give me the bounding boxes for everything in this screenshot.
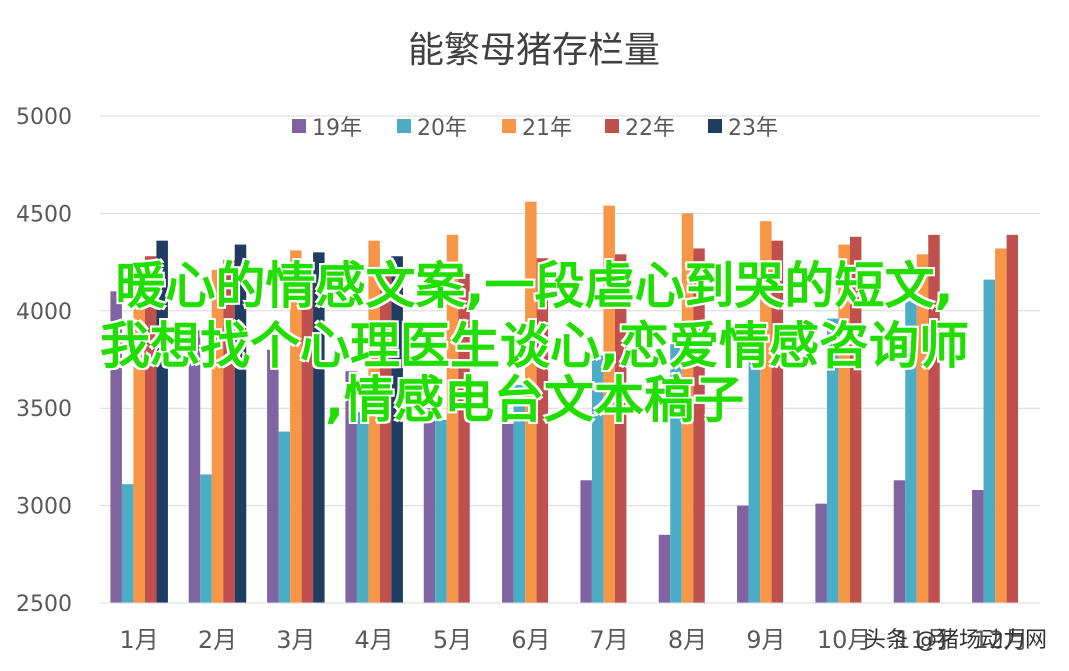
bar-22年-11月 <box>928 234 940 603</box>
y-tick-label: 5000 <box>16 105 72 130</box>
bar-19年-2月 <box>188 330 201 603</box>
bar-19年-4月 <box>345 371 357 603</box>
bar-20年-9月 <box>748 349 761 603</box>
x-tick-label: 12月 <box>974 626 1029 654</box>
bar-19年-7月 <box>580 480 592 603</box>
legend-label: 23年 <box>728 116 778 141</box>
bar-20年-3月 <box>278 431 291 603</box>
bar-22年-12月 <box>1006 234 1019 603</box>
bar-22年-9月 <box>771 240 784 603</box>
bar-22年-1月 <box>144 256 157 603</box>
bar-22年-7月 <box>614 254 627 604</box>
x-tick-label: 9月 <box>746 626 785 654</box>
y-tick-label: 4000 <box>16 300 72 325</box>
legend-swatch <box>397 119 411 133</box>
x-tick-label: 7月 <box>590 626 629 654</box>
legend-swatch <box>708 119 722 133</box>
bar-22年-5月 <box>458 273 470 603</box>
bar-21年-9月 <box>760 221 772 603</box>
bar-20年-6月 <box>513 384 526 603</box>
watermark: 头条 @猪场动力网 <box>864 628 1047 653</box>
legend-swatch <box>605 119 619 133</box>
bar-23年-3月 <box>313 252 325 604</box>
legend-label: 19年 <box>312 116 362 141</box>
bar-20年-7月 <box>591 355 604 603</box>
bar-22年-10月 <box>849 236 862 603</box>
x-tick-label: 4月 <box>355 626 394 654</box>
bar-19年-6月 <box>502 423 514 603</box>
bar-19年-12月 <box>972 490 984 603</box>
bar-20年-2月 <box>200 474 212 603</box>
chart-title: 能繁母猪存栏量 <box>408 30 660 71</box>
bar-19年-3月 <box>267 349 279 603</box>
bar-20年-11月 <box>905 289 917 603</box>
bar-22年-6月 <box>536 258 549 603</box>
bar-22年-4月 <box>379 275 392 603</box>
overlay-text-line-1: 暖心的情感文案,一段虐心到哭的短文, <box>115 257 954 315</box>
x-tick-label: 3月 <box>276 626 315 654</box>
x-tick-label: 5月 <box>433 626 472 654</box>
bar-21年-8月 <box>681 213 694 603</box>
bar-22年-2月 <box>223 260 235 603</box>
bar-19年-9月 <box>737 505 749 603</box>
x-tick-label: 8月 <box>668 626 707 654</box>
bar-21年-5月 <box>446 234 459 603</box>
bar-21年-10月 <box>838 244 850 603</box>
y-tick-label: 4500 <box>16 202 72 227</box>
bar-20年-12月 <box>983 279 996 603</box>
bar-21年-11月 <box>916 254 929 604</box>
y-tick-label: 3500 <box>16 397 72 422</box>
y-tick-label: 3000 <box>16 495 72 520</box>
bar-21年-7月 <box>603 205 615 603</box>
legend-label: 20年 <box>417 116 467 141</box>
bar-20年-10月 <box>826 318 839 603</box>
overlay-text-line-2: 我想找个心理医生谈心,恋爱情感咨询师 <box>100 317 969 375</box>
bar-23年-1月 <box>156 240 168 603</box>
bar-21年-1月 <box>133 271 145 603</box>
overlay-text-line-3: ,情感电台文本稿子 <box>325 371 744 429</box>
y-tick-label: 2500 <box>16 592 72 617</box>
y-axis: 2500 3000 3500 4000 4500 5000 <box>16 105 72 617</box>
legend-label: 22年 <box>625 116 675 141</box>
bar-21年-3月 <box>290 250 302 604</box>
bar-21年-4月 <box>368 240 380 603</box>
bar-20年-8月 <box>670 330 682 603</box>
x-tick-label: 1月 <box>120 626 159 654</box>
bar-19年-1月 <box>110 291 122 603</box>
bars <box>110 201 1019 604</box>
bar-23年-4月 <box>391 256 403 603</box>
x-axis: 1月 2月 3月 4月 5月 6月 7月 8月 9月 10月 11月 12月 <box>100 602 1040 654</box>
x-tick-label: 2月 <box>198 626 237 654</box>
legend-swatch <box>502 119 516 133</box>
bar-20年-5月 <box>435 419 447 603</box>
x-tick-label: 6月 <box>511 626 550 654</box>
legend-swatch <box>292 119 306 133</box>
bar-23年-2月 <box>234 244 247 603</box>
x-tick-label: 10月 <box>817 626 872 654</box>
x-tick-label: 11月 <box>895 626 950 654</box>
bar-20年-4月 <box>356 412 369 603</box>
bar-19年-11月 <box>893 480 906 603</box>
bar-20年-1月 <box>121 484 134 603</box>
bar-22年-8月 <box>693 248 705 604</box>
legend: 19年 20年 21年 22年 23年 <box>292 116 778 141</box>
legend-label: 21年 <box>522 116 572 141</box>
bar-21年-12月 <box>995 248 1007 604</box>
bar-21年-2月 <box>211 269 224 603</box>
bar-19年-8月 <box>658 534 671 603</box>
bar-22年-3月 <box>301 273 314 603</box>
bar-21年-6月 <box>525 201 537 603</box>
bar-19年-10月 <box>815 503 827 603</box>
bar-19年-5月 <box>423 408 436 603</box>
